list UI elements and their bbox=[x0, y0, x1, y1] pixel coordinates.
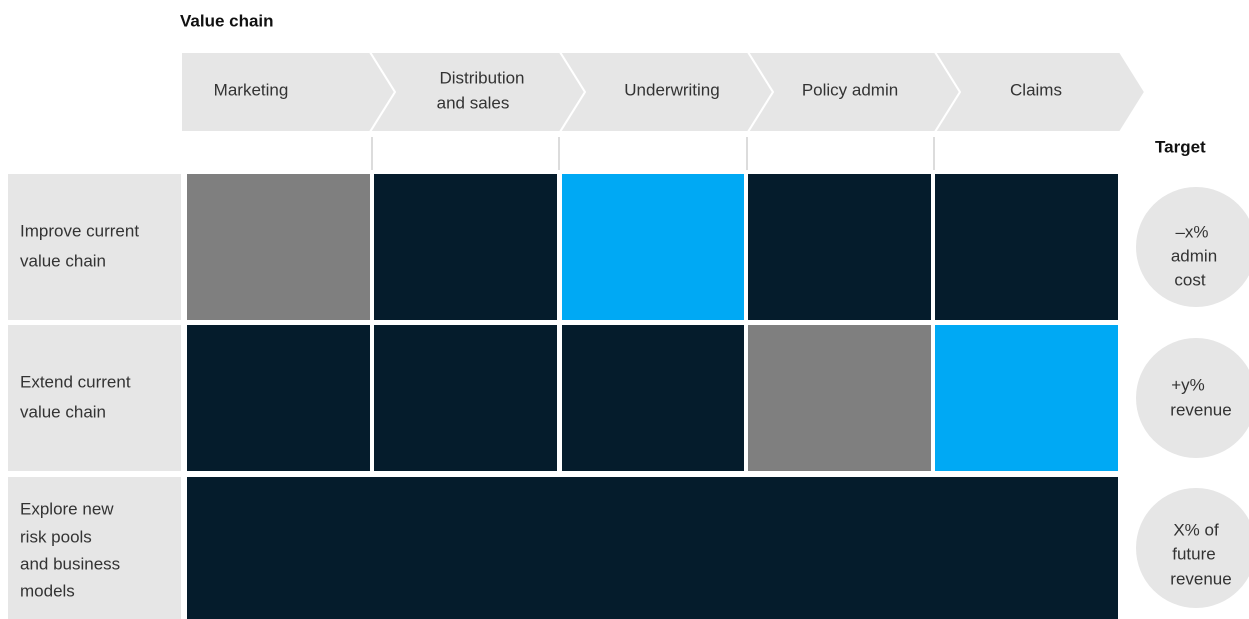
stage-label: Marketing bbox=[214, 80, 289, 99]
matrix bbox=[187, 174, 1118, 619]
row-label-box bbox=[8, 325, 181, 471]
target-text: –x% bbox=[1175, 222, 1208, 241]
cell bbox=[935, 325, 1118, 471]
target-text: cost bbox=[1174, 270, 1205, 289]
stage-dividers bbox=[371, 137, 935, 170]
row-label: and business bbox=[20, 554, 120, 573]
target-text: revenue bbox=[1170, 569, 1231, 588]
cell bbox=[187, 174, 370, 320]
target-circle bbox=[1136, 488, 1249, 608]
target-text: revenue bbox=[1170, 400, 1231, 419]
row-label: models bbox=[20, 581, 75, 600]
row-label: value chain bbox=[20, 402, 106, 421]
target-text: +y% bbox=[1171, 375, 1205, 394]
row-label: value chain bbox=[20, 251, 106, 270]
chevron bbox=[933, 51, 1147, 133]
row-label-box bbox=[8, 174, 181, 320]
target-circle bbox=[1136, 187, 1249, 307]
row-label: risk pools bbox=[20, 527, 92, 546]
target-heading: Target bbox=[1155, 137, 1206, 156]
target-text: future bbox=[1172, 544, 1215, 563]
cell bbox=[748, 325, 931, 471]
target-text: admin bbox=[1171, 246, 1217, 265]
target-circles bbox=[1136, 187, 1249, 608]
row-label-boxes bbox=[8, 174, 181, 619]
cell bbox=[562, 325, 744, 471]
row-label-box bbox=[8, 477, 181, 619]
title: Value chain bbox=[180, 11, 274, 30]
row-label: Improve current bbox=[20, 221, 139, 240]
cell bbox=[562, 174, 744, 320]
cell bbox=[374, 325, 557, 471]
cell bbox=[187, 325, 370, 471]
chevron bbox=[368, 51, 587, 133]
target-circle bbox=[1136, 338, 1249, 458]
cell bbox=[748, 174, 931, 320]
stage-label: Policy admin bbox=[802, 80, 898, 99]
target-text: X% of bbox=[1173, 520, 1219, 539]
cell bbox=[374, 174, 557, 320]
stage-label: Claims bbox=[1010, 80, 1062, 99]
row-label: Explore new bbox=[20, 499, 114, 518]
row-label: Extend current bbox=[20, 372, 131, 391]
cell bbox=[935, 174, 1118, 320]
stage-label: Underwriting bbox=[624, 80, 719, 99]
stage-label: Distribution bbox=[439, 68, 524, 87]
value-chain-band bbox=[180, 51, 1147, 133]
cell bbox=[187, 477, 1118, 619]
stage-label: and sales bbox=[437, 93, 510, 112]
